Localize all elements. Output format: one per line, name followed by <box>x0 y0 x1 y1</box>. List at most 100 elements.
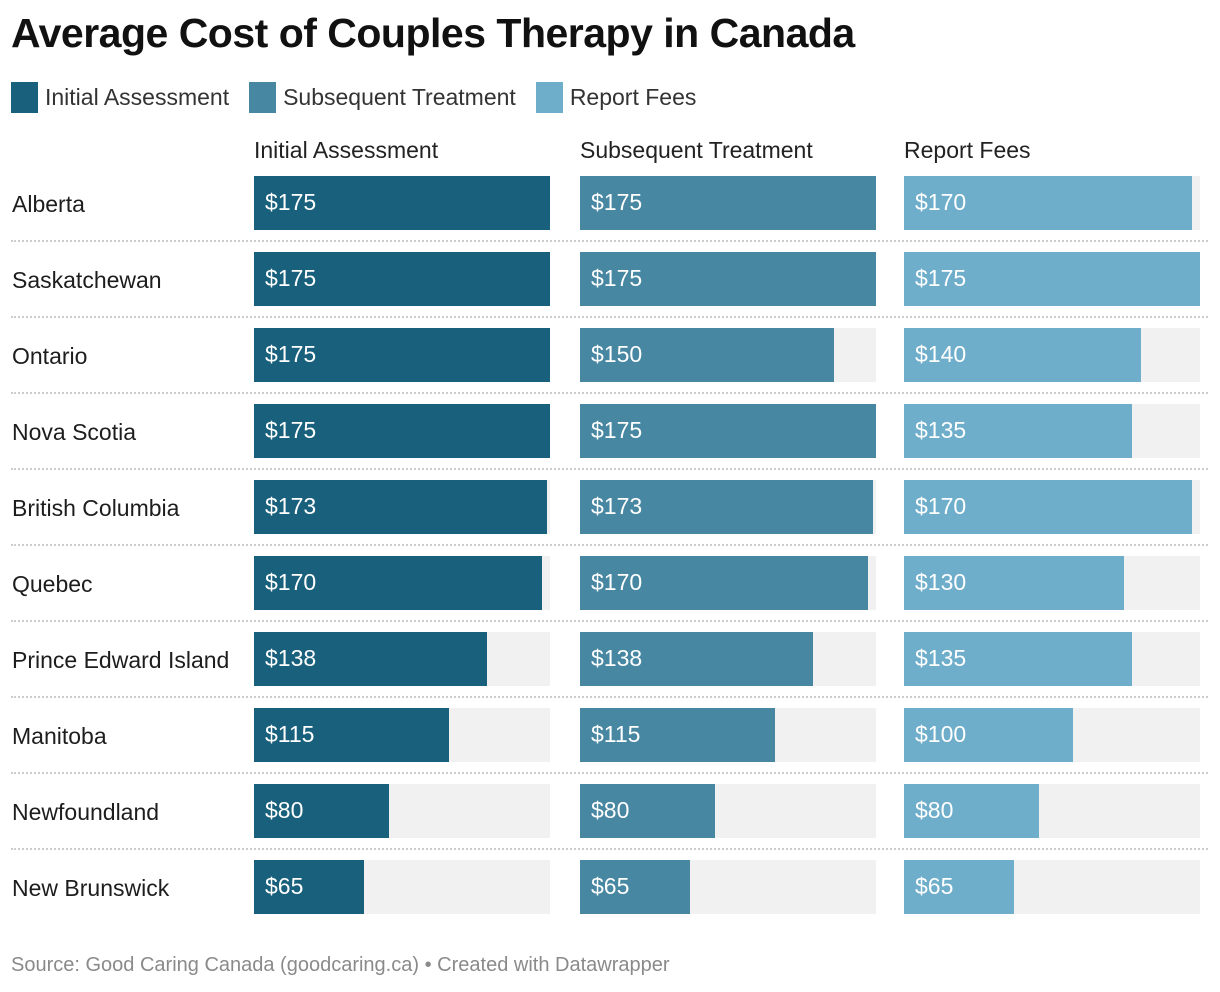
bar-track: $175 <box>254 328 550 382</box>
bar-track: $115 <box>254 708 550 762</box>
bar-track: $170 <box>904 480 1200 534</box>
bar <box>904 784 1039 838</box>
row-label: Alberta <box>12 191 85 217</box>
column-header: Initial Assessment <box>254 137 439 163</box>
legend-item-initial-assessment: Initial Assessment <box>11 81 230 113</box>
bar-value-label: $170 <box>265 569 317 595</box>
bar-value-label: $170 <box>915 189 967 215</box>
legend-swatch <box>535 81 563 113</box>
bar <box>254 556 542 610</box>
bar-track: $175 <box>254 252 550 306</box>
bar-track: $175 <box>580 404 876 458</box>
bar-value-label: $170 <box>591 569 643 595</box>
bar-track: $170 <box>254 556 550 610</box>
bar <box>904 708 1073 762</box>
bar <box>580 328 834 382</box>
row-label: Nova Scotia <box>12 419 137 445</box>
bar-value-label: $138 <box>265 645 317 671</box>
bar-value-label: $130 <box>915 569 967 595</box>
bar <box>904 480 1192 534</box>
footer-separator: • <box>424 954 432 976</box>
row-label: Ontario <box>12 343 88 369</box>
bar-track: $175 <box>904 252 1200 306</box>
bar <box>580 404 876 458</box>
bar <box>904 556 1124 610</box>
row-separator <box>11 240 1208 242</box>
bar-value-label: $65 <box>591 873 630 899</box>
bar-value-label: $175 <box>265 189 317 215</box>
row-label: Newfoundland <box>12 799 160 825</box>
bar <box>580 556 868 610</box>
legend-item-report-fees: Report Fees <box>535 81 697 113</box>
bar-value-label: $115 <box>591 721 641 747</box>
source-text: Source: Good Caring Canada (goodcaring.c… <box>11 954 420 976</box>
bar-track: $175 <box>254 176 550 230</box>
row-separator <box>11 468 1208 470</box>
bar-value-label: $175 <box>265 417 317 443</box>
bar <box>580 632 813 686</box>
bar <box>254 632 487 686</box>
bar-track: $80 <box>254 784 550 838</box>
footer: Source: Good Caring Canada (goodcaring.c… <box>11 954 670 977</box>
bar-track: $150 <box>580 328 876 382</box>
bar-track: $170 <box>904 176 1200 230</box>
bar <box>580 480 873 534</box>
bar-value-label: $175 <box>265 265 317 291</box>
bar-track: $65 <box>904 860 1200 914</box>
column-header: Subsequent Treatment <box>580 137 813 163</box>
bar-track: $130 <box>904 556 1200 610</box>
bar <box>254 480 547 534</box>
bar <box>254 860 364 914</box>
legend-label: Initial Assessment <box>45 83 230 110</box>
row-separator <box>11 772 1208 774</box>
bar <box>904 328 1141 382</box>
bar-value-label: $173 <box>265 493 317 519</box>
bar-track: $100 <box>904 708 1200 762</box>
bar <box>580 176 876 230</box>
bar <box>254 328 550 382</box>
bar-track: $173 <box>254 480 550 534</box>
legend-label: Subsequent Treatment <box>283 83 516 110</box>
bar-value-label: $115 <box>265 721 315 747</box>
bar <box>254 176 550 230</box>
bar <box>580 252 876 306</box>
bar-value-label: $135 <box>915 645 967 671</box>
legend-swatch <box>249 81 277 113</box>
bar-value-label: $140 <box>915 341 967 367</box>
bar-value-label: $150 <box>591 341 643 367</box>
bar-track: $138 <box>254 632 550 686</box>
bar <box>254 784 389 838</box>
bar-track: $175 <box>254 404 550 458</box>
bar <box>904 632 1132 686</box>
bar-track: $170 <box>580 556 876 610</box>
bar <box>904 176 1192 230</box>
bar <box>904 404 1132 458</box>
row-separator <box>11 392 1208 394</box>
column-header: Report Fees <box>904 137 1031 163</box>
bar <box>254 252 550 306</box>
row-label: Manitoba <box>12 723 107 749</box>
chart-title: Average Cost of Couples Therapy in Canad… <box>11 10 855 56</box>
row-separator <box>11 316 1208 318</box>
bar <box>580 860 690 914</box>
bar-track: $65 <box>580 860 876 914</box>
legend: Initial Assessment Subsequent Treatment … <box>11 80 716 114</box>
bar <box>580 784 715 838</box>
row-label: Prince Edward Island <box>12 647 230 673</box>
row-label: Quebec <box>12 571 93 597</box>
bar <box>254 708 449 762</box>
bar-value-label: $80 <box>591 797 630 823</box>
bar-value-label: $135 <box>915 417 967 443</box>
bar-value-label: $175 <box>265 341 317 367</box>
bar-track: $115 <box>580 708 876 762</box>
credit-text: Created with Datawrapper <box>437 954 670 976</box>
bar-track: $175 <box>580 252 876 306</box>
bar-value-label: $170 <box>915 493 967 519</box>
bar-track: $173 <box>580 480 876 534</box>
bar-value-label: $175 <box>591 417 643 443</box>
bar-value-label: $80 <box>265 797 304 823</box>
bar-track: $138 <box>580 632 876 686</box>
bar-value-label: $100 <box>915 721 967 747</box>
legend-label: Report Fees <box>569 83 697 110</box>
row-label: British Columbia <box>12 495 180 521</box>
